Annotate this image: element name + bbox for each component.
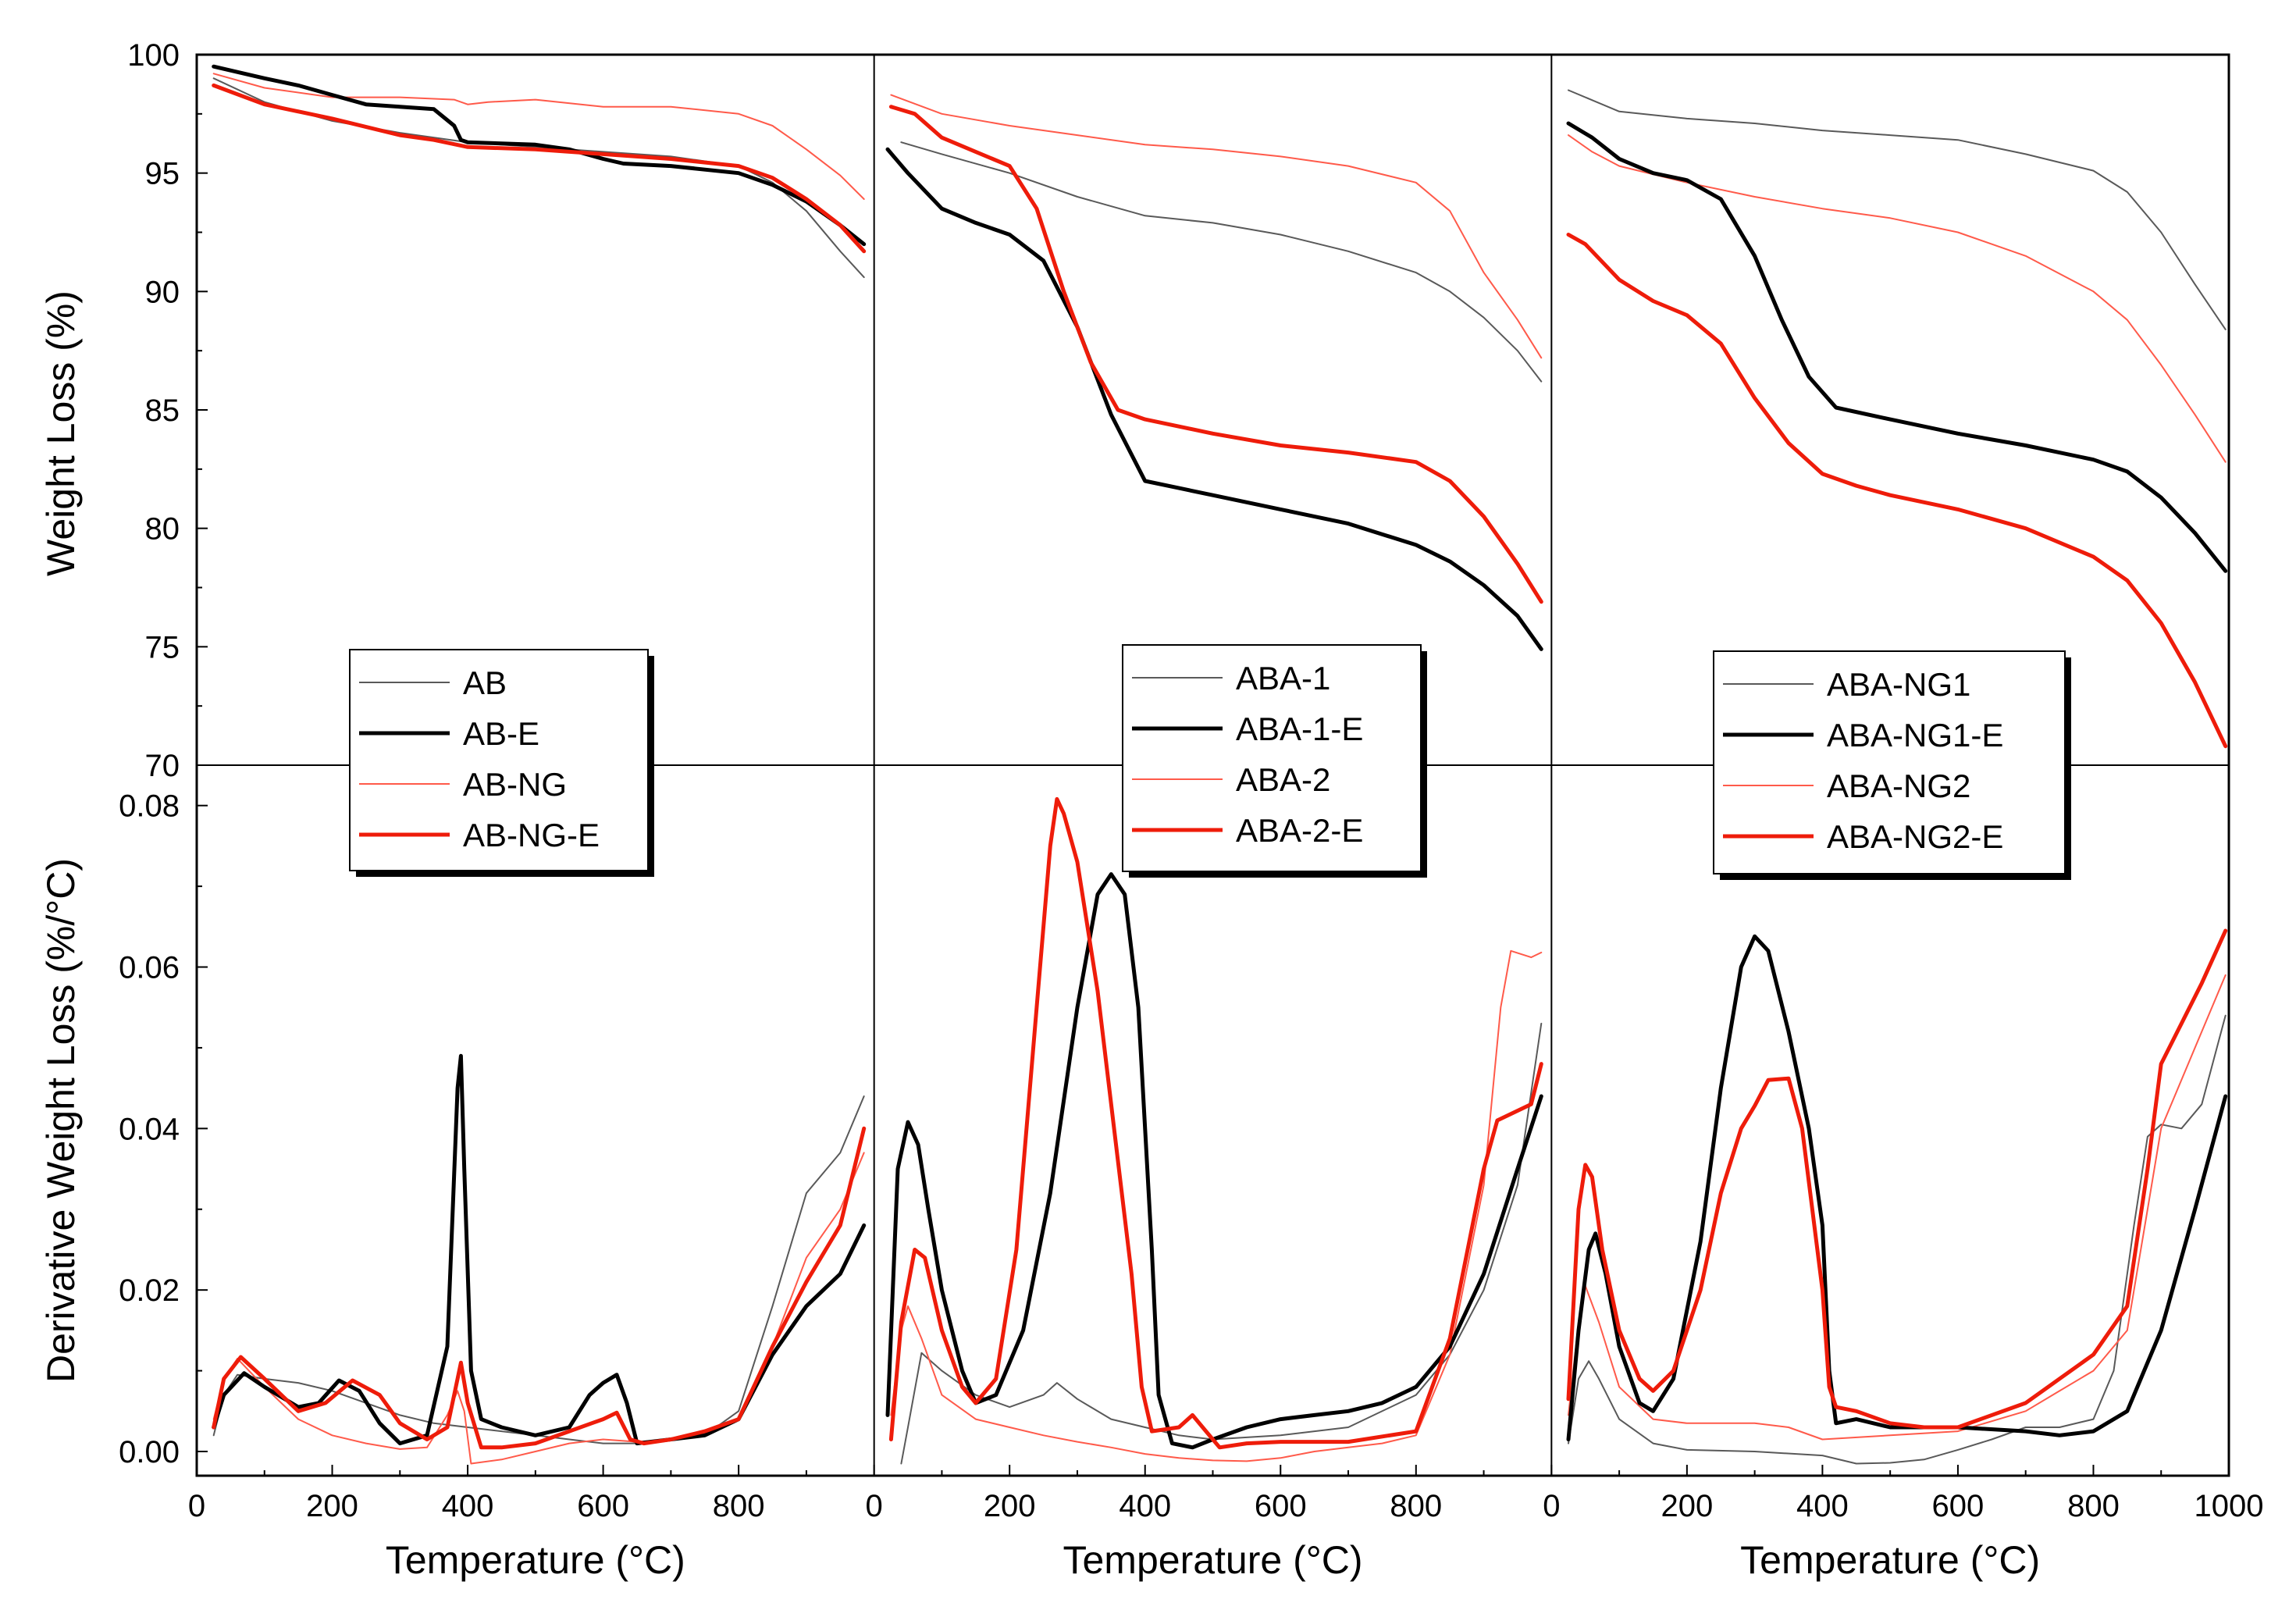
legend-label: ABA-2 <box>1236 761 1330 798</box>
dtg-line-aba-ng2 <box>1568 974 2227 1441</box>
x-tick-label: 400 <box>1119 1489 1171 1523</box>
tg-line-aba-ng1-e <box>1566 121 2228 573</box>
x-tick-label: 400 <box>1796 1489 1849 1523</box>
tg-line-aba-ng1 <box>1568 89 2227 330</box>
legend-label: ABA-NG1 <box>1827 666 1970 703</box>
legend-label: AB-E <box>463 715 539 752</box>
x-tick-label: 200 <box>984 1489 1036 1523</box>
top-y-tick-label: 70 <box>145 749 180 783</box>
legend-label: ABA-1 <box>1236 660 1330 696</box>
x-tick-label: 600 <box>577 1489 629 1523</box>
top-y-tick-label: 95 <box>145 157 180 191</box>
x-tick-label: 200 <box>306 1489 358 1523</box>
x-tick-label: 1000 <box>2195 1489 2264 1523</box>
tg-line-aba-ng2 <box>1568 134 2227 463</box>
top-y-axis-title: Weight Loss (%) <box>39 290 83 576</box>
top-y-tick-label: 100 <box>127 38 180 73</box>
top-y-tick-label: 75 <box>145 630 180 664</box>
x-tick-label: 600 <box>1932 1489 1985 1523</box>
legend-label: ABA-1-E <box>1236 711 1363 747</box>
legend-label: ABA-NG1-E <box>1827 717 2003 753</box>
x-tick-label: 600 <box>1255 1489 1307 1523</box>
top-y-tick-label: 85 <box>145 394 180 428</box>
tg-line-ab <box>212 77 865 279</box>
dtg-line-aba-ng2-e <box>1566 928 2228 1430</box>
dtg-line-aba-1 <box>900 1022 1543 1465</box>
x-tick-label: 400 <box>442 1489 494 1523</box>
x-tick-label: 800 <box>1390 1489 1442 1523</box>
legend-box <box>1122 644 1422 872</box>
x-axis-title: Temperature (°C) <box>1740 1538 2040 1582</box>
legend-label: AB <box>463 664 507 701</box>
bottom-y-tick-label: 0.06 <box>119 951 180 985</box>
x-tick-label: 0 <box>866 1489 883 1523</box>
dtg-line-aba-ng1 <box>1568 1014 2227 1465</box>
x-axis-title: Temperature (°C) <box>1063 1538 1363 1582</box>
dtg-line-ab-ng-e <box>212 1126 867 1450</box>
legend-label: ABA-NG2-E <box>1827 818 2003 855</box>
x-tick-label: 0 <box>1543 1489 1560 1523</box>
x-tick-label: 800 <box>2067 1489 2120 1523</box>
top-y-tick-label: 80 <box>145 512 180 547</box>
tg-line-aba-1-e <box>885 147 1543 651</box>
dtg-line-aba-1-e <box>885 872 1543 1450</box>
x-axis-title: Temperature (°C) <box>386 1538 685 1582</box>
bottom-y-tick-label: 0.02 <box>119 1273 180 1308</box>
dtg-line-aba-2-e <box>888 796 1543 1450</box>
tg-line-ab-ng-e <box>212 83 867 254</box>
x-tick-label: 0 <box>188 1489 205 1523</box>
legend-label: AB-NG <box>463 766 567 803</box>
dtg-line-ab-e <box>212 1053 867 1446</box>
legend-label: AB-NG-E <box>463 817 600 853</box>
tg-line-ab-ng <box>212 73 865 200</box>
bottom-y-axis-title: Derivative Weight Loss (%/°C) <box>39 858 83 1383</box>
x-tick-label: 800 <box>713 1489 765 1523</box>
top-y-tick-label: 90 <box>145 275 180 309</box>
tg-line-aba-ng2-e <box>1566 233 2228 749</box>
dtg-line-ab <box>212 1095 865 1444</box>
legend-label: ABA-NG2 <box>1827 768 1970 804</box>
bottom-y-tick-label: 0.00 <box>119 1435 180 1469</box>
tg-line-ab-e <box>212 64 867 247</box>
dtg-line-ab-ng <box>212 1152 865 1465</box>
legend-label: ABA-2-E <box>1236 812 1363 849</box>
bottom-y-tick-label: 0.08 <box>119 789 180 824</box>
dtg-line-aba-2 <box>890 949 1543 1462</box>
tg-line-aba-1 <box>900 141 1543 383</box>
dtg-line-aba-ng1-e <box>1566 934 2228 1441</box>
x-tick-label: 200 <box>1661 1489 1713 1523</box>
tg-line-aba-2 <box>890 94 1543 359</box>
bottom-y-tick-label: 0.04 <box>119 1112 180 1146</box>
tg-line-aba-2-e <box>888 105 1543 604</box>
